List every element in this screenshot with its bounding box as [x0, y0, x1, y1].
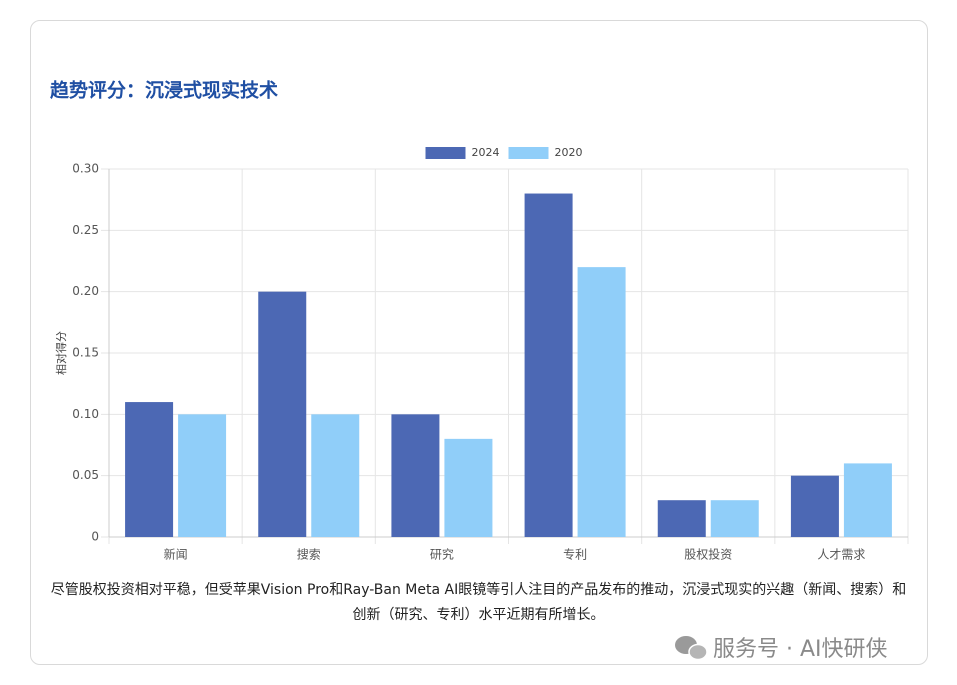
bar: [657, 500, 706, 537]
y-axis-label: 相对得分: [54, 331, 68, 375]
x-tick-label: 股权投资: [684, 547, 732, 562]
bar: [710, 500, 759, 537]
x-tick-label: 人才需求: [817, 548, 865, 562]
watermark: 服务号 · AI快研侠: [713, 637, 888, 662]
x-tick-label: 搜索: [297, 547, 321, 562]
x-tick-label: 研究: [430, 547, 454, 562]
y-tick-label: 0.20: [72, 284, 99, 298]
bar: [843, 463, 892, 537]
bar: [258, 291, 307, 537]
bar: [790, 475, 839, 537]
y-tick-label: 0.15: [72, 346, 99, 360]
y-tick-label: 0.30: [72, 162, 99, 176]
y-tick-label: 0.10: [72, 407, 99, 421]
x-tick-label: 专利: [563, 547, 587, 562]
bar: [125, 402, 174, 537]
bar: [444, 438, 493, 537]
legend-label: 2024: [472, 146, 500, 159]
bar: [311, 414, 360, 537]
chart-title: 趋势评分：沉浸式现实技术: [50, 79, 278, 102]
x-tick-label: 新闻: [164, 547, 188, 562]
bar: [178, 414, 227, 537]
bar: [577, 267, 626, 537]
y-tick-label: 0: [91, 530, 99, 544]
legend-swatch: [425, 147, 466, 159]
y-tick-label: 0.05: [72, 468, 99, 482]
legend-swatch: [508, 147, 549, 159]
bar: [391, 414, 440, 537]
card: [30, 20, 928, 665]
y-tick-label: 0.25: [72, 223, 99, 237]
bar: [524, 193, 573, 538]
legend-label: 2020: [555, 146, 583, 159]
wechat-icon: [675, 636, 708, 661]
caption: 尽管股权投资相对平稳，但受苹果Vision Pro和Ray-Ban Meta A…: [50, 582, 907, 623]
